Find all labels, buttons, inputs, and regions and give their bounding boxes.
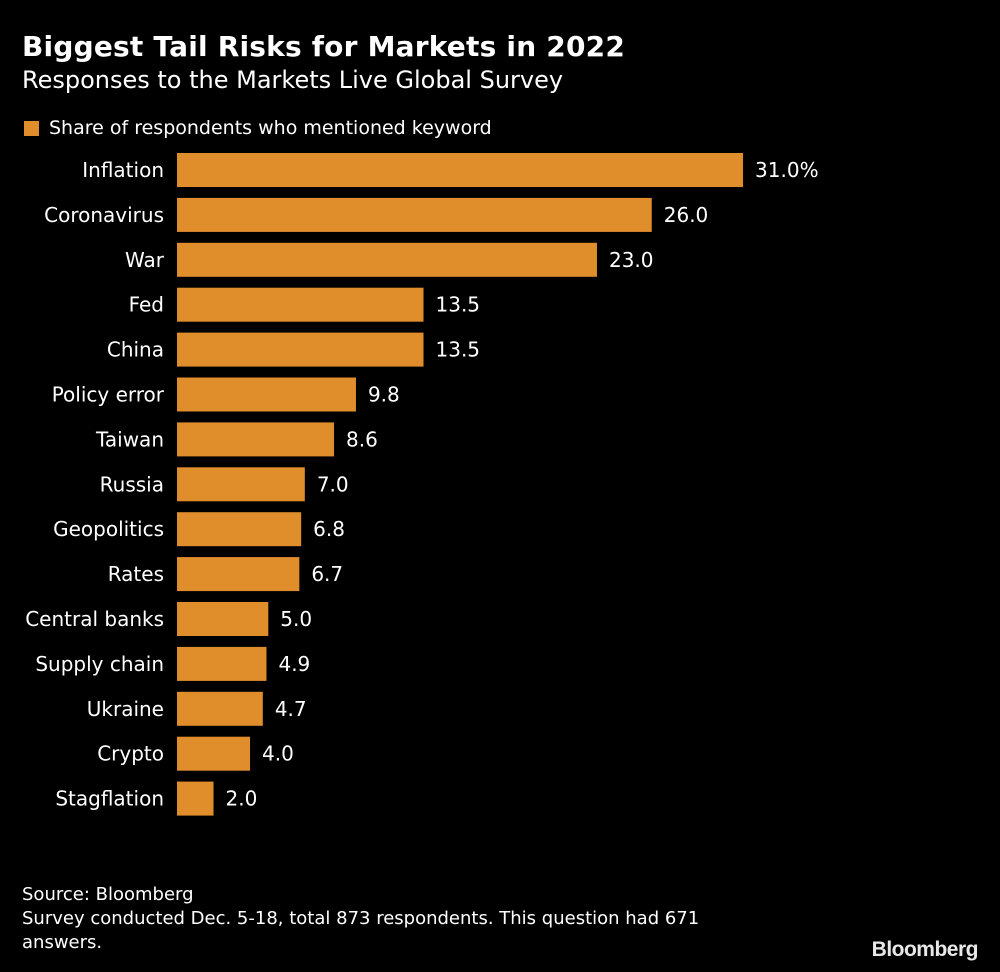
- category-label: China: [107, 338, 164, 362]
- bar-central-banks: [177, 602, 269, 636]
- data-label: 23.0: [609, 248, 654, 272]
- survey-note-cont: answers.: [22, 932, 103, 953]
- category-label: Geopolitics: [53, 517, 164, 541]
- category-label: Russia: [100, 472, 164, 496]
- legend: Share of respondents who mentioned keywo…: [24, 117, 492, 139]
- category-label: Crypto: [97, 742, 164, 766]
- bar-china: [177, 332, 424, 367]
- legend-swatch: [24, 120, 39, 136]
- data-label: 13.5: [436, 338, 481, 362]
- bar-stagflation: [177, 781, 214, 816]
- bar-policy-error: [177, 377, 356, 412]
- bar-ukraine: [177, 691, 263, 726]
- category-label: War: [125, 248, 165, 272]
- bar-crypto: [177, 736, 251, 771]
- chart-subtitle: Responses to the Markets Live Global Sur…: [22, 66, 564, 94]
- data-label: 26.0: [664, 203, 709, 227]
- category-label: Ukraine: [87, 697, 164, 721]
- bloomberg-logo: Bloomberg: [871, 938, 979, 961]
- data-label: 2.0: [226, 787, 258, 811]
- source-note: Source: Bloomberg: [22, 884, 194, 905]
- bar-geopolitics: [177, 512, 302, 547]
- data-label: 31.0%: [755, 158, 819, 182]
- bar-rates: [177, 557, 300, 592]
- data-label: 9.8: [368, 383, 400, 407]
- data-label: 6.7: [311, 562, 343, 586]
- bar-taiwan: [177, 422, 335, 457]
- data-label: 5.0: [280, 607, 312, 631]
- category-label: Taiwan: [95, 427, 164, 451]
- category-label: Central banks: [25, 607, 164, 631]
- category-label: Rates: [108, 562, 164, 586]
- bar-inflation: [177, 153, 744, 187]
- category-label: Supply chain: [35, 652, 164, 676]
- category-label: Stagflation: [55, 787, 164, 811]
- chart-title: Biggest Tail Risks for Markets in 2022: [22, 30, 626, 63]
- bar-supply-chain: [177, 646, 267, 681]
- bar-fed: [177, 287, 424, 322]
- category-label: Fed: [129, 293, 164, 317]
- category-label: Inflation: [82, 158, 164, 182]
- legend-label: Share of respondents who mentioned keywo…: [49, 117, 492, 139]
- data-label: 8.6: [346, 427, 378, 451]
- category-label: Policy error: [52, 383, 165, 407]
- bar-coronavirus: [177, 197, 652, 232]
- data-label: 4.9: [278, 652, 310, 676]
- data-label: 7.0: [317, 472, 349, 496]
- data-label: 13.5: [436, 293, 481, 317]
- data-label: 4.0: [262, 742, 294, 766]
- data-label: 4.7: [275, 697, 307, 721]
- survey-note: Survey conducted Dec. 5-18, total 873 re…: [22, 908, 700, 929]
- category-label: Coronavirus: [44, 203, 164, 227]
- data-label: 6.8: [313, 517, 345, 541]
- bar-war: [177, 242, 597, 277]
- bar-russia: [177, 467, 305, 502]
